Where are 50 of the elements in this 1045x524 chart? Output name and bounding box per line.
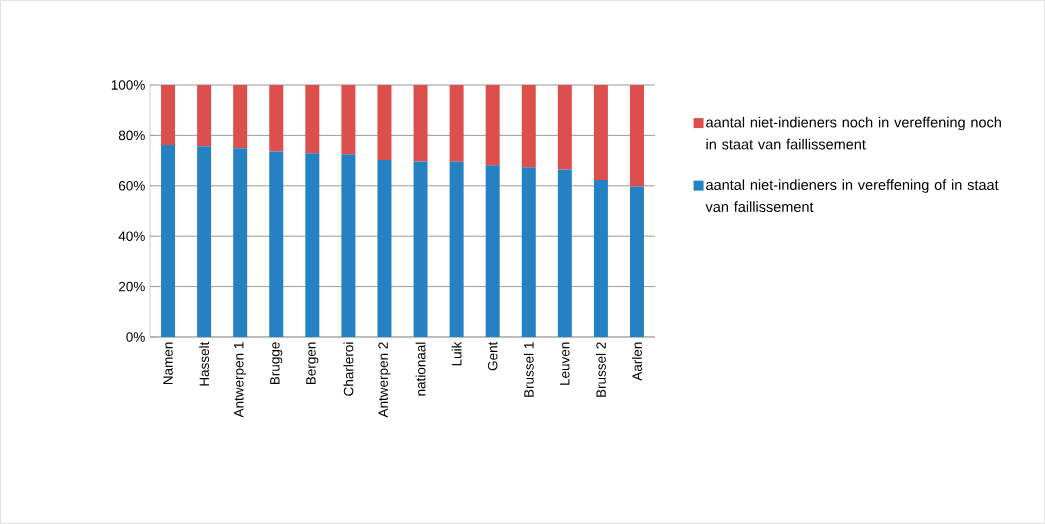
y-tick-label: 20% bbox=[118, 281, 145, 292]
bar bbox=[629, 186, 644, 337]
y-tick-label: 40% bbox=[118, 231, 145, 241]
x-tick-label: Charleroi bbox=[343, 342, 354, 396]
bar bbox=[593, 179, 608, 337]
x-tick-label: Luik bbox=[451, 341, 462, 366]
bar bbox=[341, 84, 356, 155]
bar bbox=[413, 84, 428, 162]
y-tick-label: 0% bbox=[126, 332, 145, 342]
bar bbox=[413, 161, 428, 337]
x-tick-label: Antwerpen 2 bbox=[378, 342, 391, 418]
bar bbox=[557, 169, 572, 337]
x-tick-label: Hasselt bbox=[199, 341, 210, 386]
bar bbox=[593, 84, 608, 180]
bar bbox=[377, 160, 392, 337]
x-tick-label: nationaal bbox=[415, 342, 426, 396]
bar bbox=[197, 146, 212, 337]
x-tick-label: Antwerpen 1 bbox=[234, 342, 247, 418]
bar bbox=[161, 84, 176, 145]
bar bbox=[557, 84, 572, 170]
x-tick-label: Brussel 1 bbox=[523, 342, 534, 397]
bar bbox=[305, 153, 320, 337]
legend-label: aantal niet-indieners noch in vereffening noch in staat van faillissement bbox=[706, 116, 1001, 150]
bar bbox=[377, 84, 392, 161]
bar bbox=[485, 165, 500, 337]
bar bbox=[161, 144, 176, 337]
bar bbox=[485, 84, 500, 166]
bar bbox=[269, 151, 284, 337]
bar bbox=[305, 84, 320, 154]
y-tick-label: 80% bbox=[118, 130, 145, 141]
legend-label: aantal niet-indieners in vereffening of in staat van faillissement bbox=[705, 179, 999, 212]
bar bbox=[233, 84, 248, 149]
x-tick-label: Gent bbox=[487, 341, 498, 371]
bar bbox=[521, 167, 536, 337]
x-tick-label: Namen bbox=[163, 342, 173, 385]
bar bbox=[449, 161, 464, 337]
x-tick-label: Brugge bbox=[270, 342, 283, 385]
bar bbox=[341, 154, 356, 337]
x-tick-label: Aarlen bbox=[632, 342, 642, 381]
bar bbox=[449, 84, 464, 162]
bar bbox=[521, 84, 536, 168]
bar bbox=[233, 148, 248, 337]
bar bbox=[197, 84, 212, 147]
y-tick-label: 100% bbox=[111, 80, 145, 90]
y-tick-label: 60% bbox=[118, 181, 145, 191]
bar bbox=[629, 84, 644, 187]
x-tick-label: Brussel 2 bbox=[595, 342, 606, 397]
bar bbox=[269, 84, 284, 152]
x-tick-label: Leuven bbox=[560, 342, 570, 385]
x-tick-label: Bergen bbox=[306, 342, 319, 385]
